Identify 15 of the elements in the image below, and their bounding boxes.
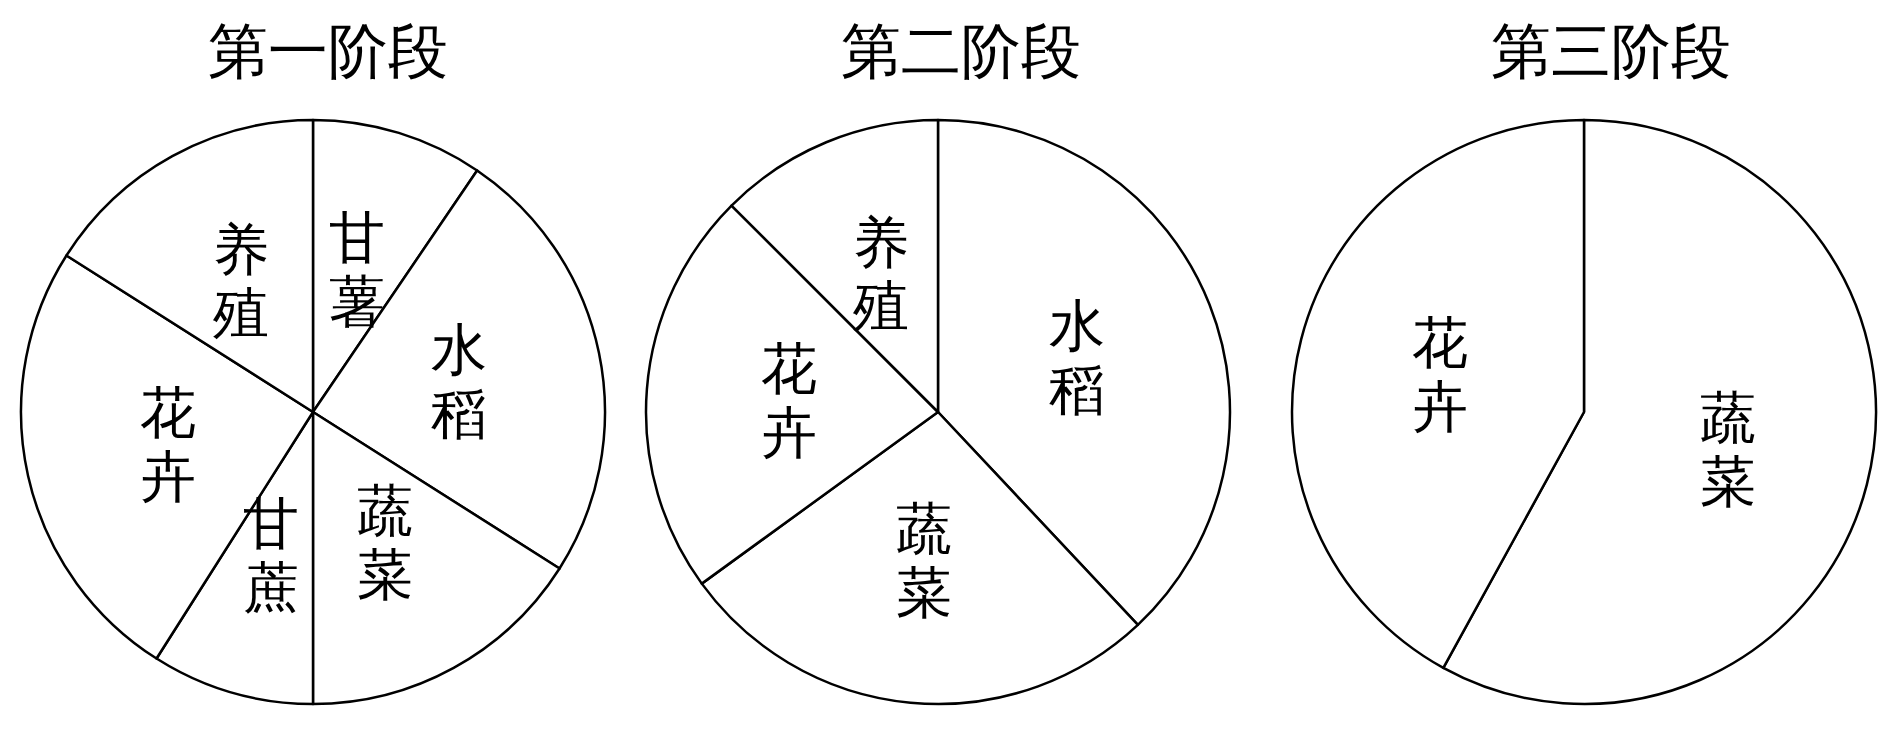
slice-label: 水稻 xyxy=(1048,292,1105,422)
slice-label: 蔬菜 xyxy=(1700,384,1757,514)
slice-label: 养殖 xyxy=(852,209,909,339)
slice-label: 养殖 xyxy=(213,216,270,346)
chart-title: 第一阶段 xyxy=(208,16,448,86)
slice-label: 蔬菜 xyxy=(356,478,413,608)
slice-label: 花卉 xyxy=(1411,310,1468,440)
slice-label: 水稻 xyxy=(430,317,487,447)
slice-label: 花卉 xyxy=(761,335,818,465)
chart-title: 第二阶段 xyxy=(841,16,1081,86)
chart-title: 第三阶段 xyxy=(1491,16,1731,86)
slice-label: 甘薯 xyxy=(328,205,385,335)
slice-label: 甘蔗 xyxy=(243,490,300,620)
slice-label: 蔬菜 xyxy=(895,495,952,625)
slice-label: 花卉 xyxy=(139,380,196,509)
